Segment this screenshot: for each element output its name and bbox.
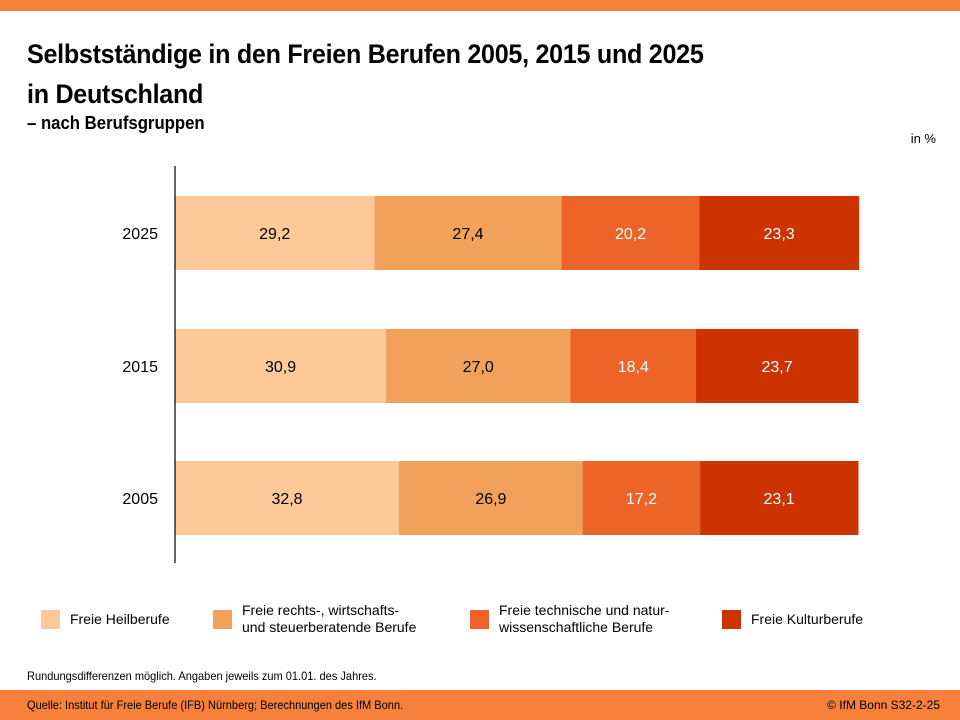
data-label-2015-1: 27,0 (463, 359, 494, 376)
data-label-2025-3: 23,3 (764, 226, 795, 243)
legend-item-rechts-wirtschafts: Freie rechts-, wirtschafts-und steuerber… (213, 602, 416, 636)
bar-segment-2015-2 (570, 329, 697, 403)
legend-item-technisch-naturwiss: Freie technische und natur-wissenschaftl… (470, 602, 669, 636)
legend-swatch (41, 610, 60, 629)
legend-item-heilberufe: Freie Heilberufe (41, 610, 170, 629)
chart-subtitle: – nach Berufsgruppen (27, 113, 205, 133)
stacked-bar-chart: 2025 29,2 27,4 20,2 23,3 2015 30,9 27,0 18,4 23,7… (122, 166, 860, 563)
legend-label: Freie rechts-, wirtschafts-und steuerber… (242, 602, 417, 635)
data-label-2005-0: 32,8 (271, 491, 302, 508)
legend: Freie Heilberufe Freie rechts-, wirtscha… (0, 602, 960, 646)
unit-label: in % (910, 131, 936, 146)
bar-segment-2005-0 (175, 461, 400, 535)
bar-segment-2015-3 (696, 329, 859, 403)
chart-title: Selbstständige in den Freien Berufen 200… (27, 34, 704, 114)
legend-label: Freie Heilberufe (70, 611, 170, 627)
legend-label: Freie Kulturberufe (751, 611, 864, 627)
source-note: Quelle: Institut für Freie Berufe (IFB) … (27, 698, 404, 712)
legend-label: Freie technische und natur-wissenschaftl… (499, 602, 670, 635)
data-label-2025-0: 29,2 (259, 226, 290, 243)
data-label-2005-1: 26,9 (475, 491, 506, 508)
data-label-2025-1: 27,4 (452, 226, 483, 243)
data-label-2015-0: 30,9 (265, 359, 296, 376)
category-label-2015: 2015 (122, 359, 158, 376)
legend-swatch (213, 609, 232, 629)
bar-segment-2015-1 (386, 329, 571, 403)
bar-segment-2005-2 (582, 461, 701, 535)
category-label-2005: 2005 (122, 491, 158, 508)
bar-segment-2025-2 (561, 196, 701, 270)
legend-swatch (722, 610, 741, 629)
title-line-1: Selbstständige in den Freien Berufen 200… (27, 39, 704, 69)
data-label-2015-3: 23,7 (761, 359, 792, 376)
data-label-2015-2: 18,4 (618, 359, 649, 376)
top-accent-bar (0, 0, 960, 11)
bar-segment-2025-0 (175, 196, 375, 270)
data-label-2025-2: 20,2 (615, 226, 646, 243)
footnote: Rundungsdifferenzen möglich. Angaben jew… (27, 669, 377, 683)
copyright: © IfM Bonn S32-2-25 (827, 698, 940, 712)
bar-segment-2025-1 (374, 196, 563, 270)
bar-segment-2005-1 (399, 461, 584, 535)
bar-segment-2005-3 (700, 461, 859, 535)
data-label-2005-3: 23,1 (764, 491, 795, 508)
legend-item-kulturberufe: Freie Kulturberufe (722, 610, 863, 629)
bar-segment-2025-3 (699, 196, 860, 270)
title-line-2: in Deutschland (27, 79, 204, 109)
data-label-2005-2: 17,2 (626, 491, 657, 508)
bar-segment-2015-0 (175, 329, 387, 403)
legend-swatch (470, 609, 489, 629)
category-label-2025: 2025 (122, 226, 158, 243)
footer-bar: Quelle: Institut für Freie Berufe (IFB) … (0, 690, 960, 720)
